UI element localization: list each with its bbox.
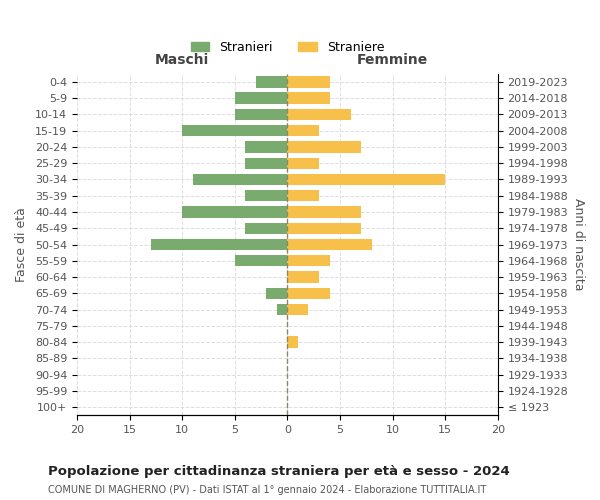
Bar — [287, 142, 361, 152]
Bar — [256, 76, 287, 88]
Bar — [287, 76, 329, 88]
Bar — [287, 174, 445, 185]
Bar — [235, 255, 287, 266]
Bar — [287, 336, 298, 348]
Bar — [287, 125, 319, 136]
Text: Femmine: Femmine — [357, 54, 428, 68]
Bar — [193, 174, 287, 185]
Bar — [277, 304, 287, 316]
Bar — [182, 206, 287, 218]
Bar — [245, 158, 287, 169]
Bar — [287, 288, 329, 299]
Bar — [245, 222, 287, 234]
Bar — [151, 239, 287, 250]
Bar — [287, 109, 350, 120]
Bar — [245, 142, 287, 152]
Bar — [287, 239, 371, 250]
Text: Maschi: Maschi — [155, 54, 209, 68]
Y-axis label: Fasce di età: Fasce di età — [15, 207, 28, 282]
Bar — [287, 255, 329, 266]
Bar — [287, 158, 319, 169]
Bar — [287, 304, 308, 316]
Bar — [245, 190, 287, 202]
Bar — [182, 125, 287, 136]
Text: COMUNE DI MAGHERNO (PV) - Dati ISTAT al 1° gennaio 2024 - Elaborazione TUTTITALI: COMUNE DI MAGHERNO (PV) - Dati ISTAT al … — [48, 485, 486, 495]
Bar — [287, 272, 319, 283]
Bar — [235, 109, 287, 120]
Bar — [287, 222, 361, 234]
Bar — [266, 288, 287, 299]
Y-axis label: Anni di nascita: Anni di nascita — [572, 198, 585, 291]
Bar — [235, 92, 287, 104]
Text: Popolazione per cittadinanza straniera per età e sesso - 2024: Popolazione per cittadinanza straniera p… — [48, 465, 510, 478]
Bar — [287, 206, 361, 218]
Legend: Stranieri, Straniere: Stranieri, Straniere — [186, 36, 389, 59]
Bar — [287, 92, 329, 104]
Bar — [287, 190, 319, 202]
